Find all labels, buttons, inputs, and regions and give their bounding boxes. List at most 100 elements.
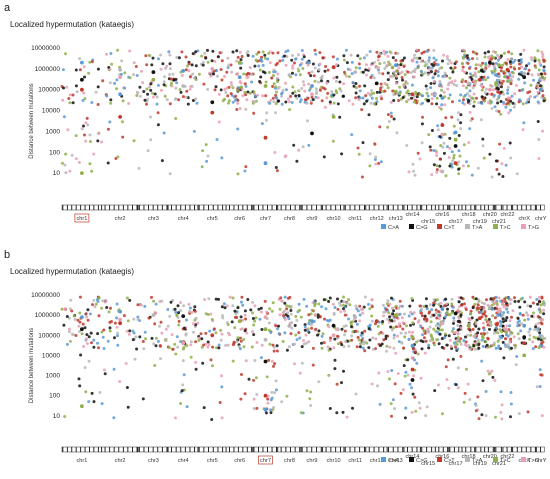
scatter-point <box>284 50 288 54</box>
x-tick-label: chr9 <box>307 458 318 464</box>
scatter-point <box>467 327 471 331</box>
scatter-point <box>456 324 460 327</box>
scatter-point <box>429 148 433 152</box>
scatter-point <box>229 81 233 85</box>
y-tick-label: 100 <box>49 149 60 156</box>
scatter-point <box>335 382 339 386</box>
scatter-point <box>270 390 274 394</box>
x-tick-label: chr8 <box>284 216 295 222</box>
scatter-point <box>414 350 417 354</box>
scatter-point <box>225 70 229 74</box>
chromosome-band <box>277 204 301 211</box>
legend-label: C>G <box>416 225 428 231</box>
scatter-point <box>484 78 488 82</box>
scatter-point <box>361 340 365 344</box>
scatter-point <box>400 70 404 74</box>
scatter-point <box>313 300 317 304</box>
scatter-point <box>274 102 278 106</box>
scatter-point <box>452 321 455 325</box>
scatter-point <box>307 322 311 325</box>
scatter-point <box>220 416 224 420</box>
scatter-point <box>305 60 309 64</box>
scatter-point <box>455 338 459 342</box>
scatter-point <box>291 91 295 95</box>
scatter-point <box>472 297 476 301</box>
scatter-point <box>294 333 298 337</box>
scatter-point <box>287 345 291 349</box>
scatter-point <box>387 377 391 381</box>
scatter-point <box>96 332 100 336</box>
scatter-point <box>83 75 86 79</box>
chromosome-stripe <box>487 205 489 210</box>
scatter-point <box>156 339 160 343</box>
legend-label: C>A <box>388 458 399 464</box>
scatter-point <box>230 70 234 74</box>
scatter-point <box>96 131 100 135</box>
scatter-point <box>340 327 344 331</box>
scatter-point <box>530 73 534 77</box>
scatter-point <box>90 101 94 104</box>
scatter-point <box>511 71 515 75</box>
scatter-point <box>339 304 343 307</box>
chromosome-stripe <box>512 205 514 210</box>
scatter-point <box>499 100 503 103</box>
scatter-point <box>246 298 250 301</box>
chromosome-band <box>365 204 388 211</box>
scatter-point <box>495 302 499 306</box>
scatter-point <box>386 125 390 129</box>
scatter-point <box>505 331 508 335</box>
scatter-point <box>411 392 415 396</box>
scatter-point <box>194 367 198 371</box>
scatter-point <box>450 150 454 154</box>
scatter-point <box>62 86 65 90</box>
legend-swatch <box>465 457 470 462</box>
scatter-point <box>496 101 500 105</box>
scatter-point <box>96 67 100 71</box>
scatter-point <box>138 94 142 98</box>
chromosome-stripe <box>426 205 428 210</box>
scatter-point <box>413 317 417 321</box>
scatter-point <box>381 303 385 307</box>
scatter-point <box>71 93 75 97</box>
x-tick-label: chr15 <box>421 461 435 467</box>
scatter-point <box>116 331 119 335</box>
scatter-point <box>132 139 136 143</box>
scatter-point <box>165 64 169 68</box>
scatter-point <box>295 338 299 342</box>
scatter-point <box>430 97 434 101</box>
scatter-point <box>105 52 108 56</box>
scatter-point <box>508 60 512 64</box>
scatter-point <box>194 316 198 320</box>
scatter-point <box>174 416 177 420</box>
scatter-point <box>83 366 87 370</box>
scatter-point <box>254 58 258 62</box>
scatter-point <box>94 90 98 94</box>
scatter-point <box>419 339 423 343</box>
scatter-point <box>332 101 336 105</box>
scatter-point <box>270 76 274 80</box>
scatter-point <box>227 101 230 105</box>
scatter-point <box>338 301 341 305</box>
scatter-point <box>365 99 369 103</box>
scatter-point <box>177 319 181 323</box>
scatter-point <box>541 52 545 56</box>
scatter-point <box>74 134 78 138</box>
scatter-point <box>356 146 360 150</box>
x-tick-label: chrY <box>535 458 547 464</box>
scatter-point <box>538 61 542 65</box>
scatter-point <box>361 70 365 74</box>
scatter-point <box>300 87 304 90</box>
scatter-point <box>490 300 494 303</box>
chromosome-stripe <box>392 447 394 452</box>
scatter-point <box>168 67 172 71</box>
scatter-point <box>309 390 313 394</box>
scatter-point <box>180 74 184 77</box>
scatter-point <box>499 85 503 89</box>
scatter-point <box>292 362 296 366</box>
scatter-point <box>223 306 227 310</box>
scatter-point <box>65 315 69 318</box>
scatter-point <box>243 392 247 396</box>
scatter-point <box>448 59 452 63</box>
scatter-point <box>374 322 377 326</box>
scatter-point <box>385 64 388 68</box>
